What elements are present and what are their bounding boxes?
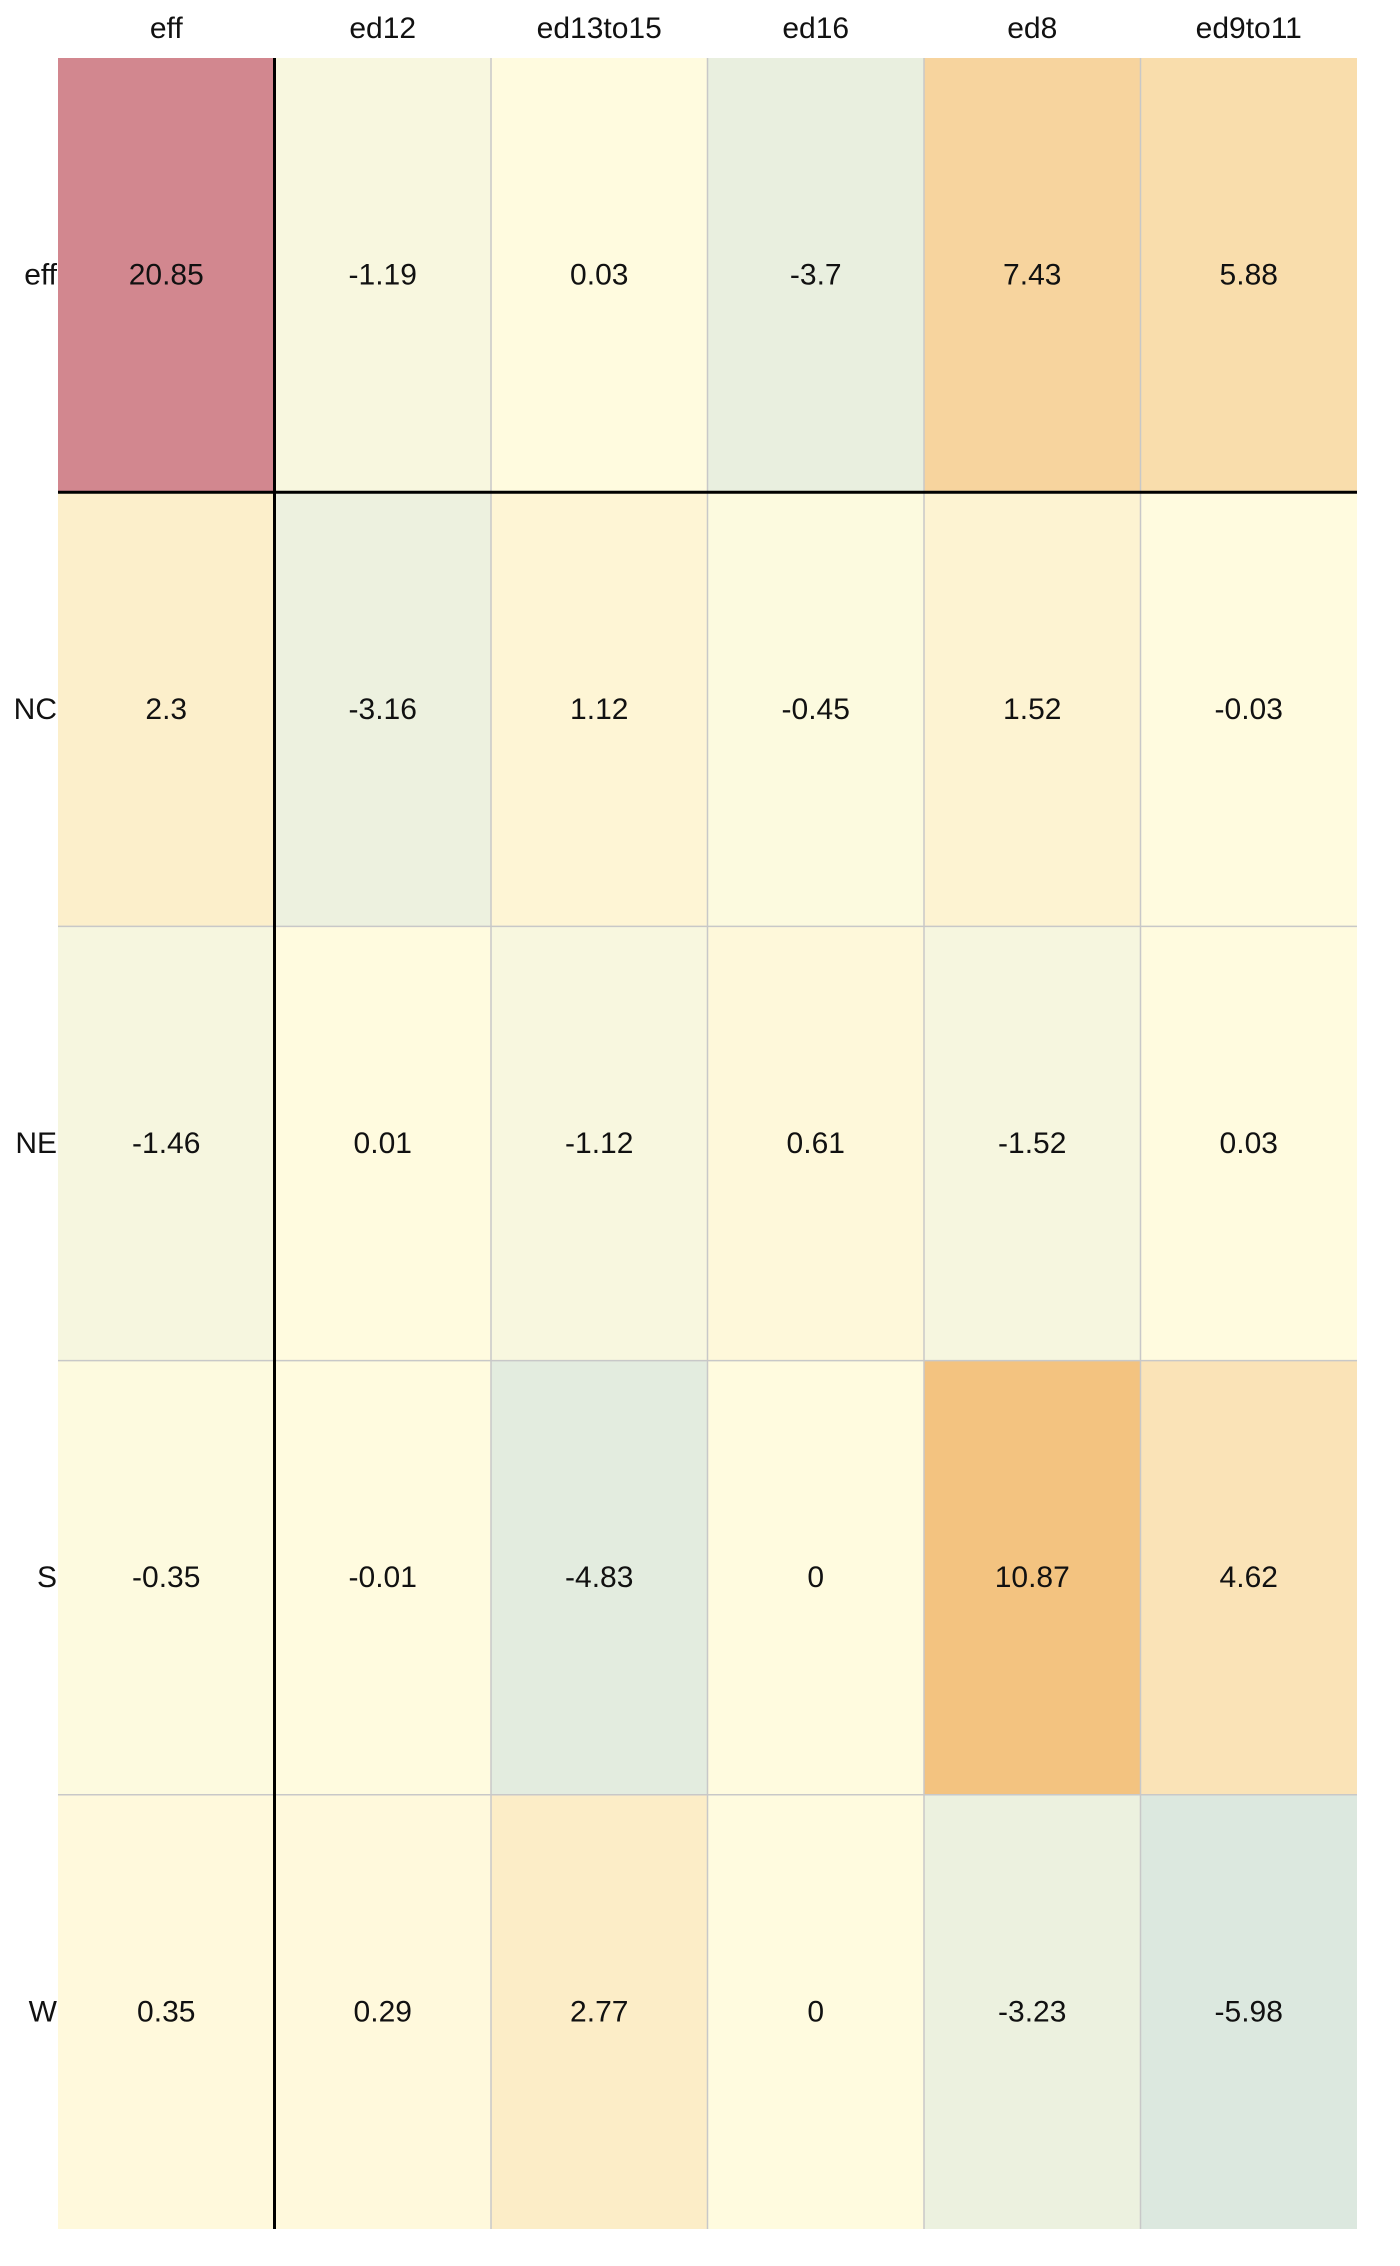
column-label-ed12: ed12 xyxy=(349,12,416,45)
heatmap-cell-s-ed16 xyxy=(707,1360,924,1795)
heatmap-cell-eff-ed8 xyxy=(924,58,1141,493)
heatmap-value-labels: 20.85 -1.19 0.03 -3.7 7.43 5.88 2.3 -3.16 1.12 -0… xyxy=(129,259,1283,2029)
heatmap-cell-nc-ed16 xyxy=(707,492,924,927)
cell-value-label: 1.52 xyxy=(1003,693,1061,726)
cell-value-label: -3.23 xyxy=(998,1995,1066,2028)
heatmap-cell-nc-ed12 xyxy=(274,492,491,927)
heatmap-cell-w-eff xyxy=(58,1794,275,2229)
heatmap-cell-w-ed13to15 xyxy=(491,1794,708,2229)
cell-value-label: -0.01 xyxy=(349,1561,417,1594)
column-labels: eff ed12 ed13to15 ed16 ed8 ed9to11 xyxy=(150,12,1302,45)
heatmap-cell-w-ed16 xyxy=(707,1794,924,2229)
heatmap-cell-eff-ed12 xyxy=(274,58,491,493)
row-label-s: S xyxy=(37,1561,57,1594)
cell-value-label: 10.87 xyxy=(995,1561,1070,1594)
heatmap-cell-nc-eff xyxy=(58,492,275,927)
column-label-ed13to15: ed13to15 xyxy=(537,12,662,45)
cell-value-label: 0.35 xyxy=(137,1995,195,2028)
heatmap-divider-lines xyxy=(58,58,1357,2229)
cell-value-label: 1.12 xyxy=(570,693,628,726)
heatmap-cell-s-ed12 xyxy=(274,1360,491,1795)
heatmap-cell-eff-ed13to15 xyxy=(491,58,708,493)
heatmap-cell-ne-ed16 xyxy=(707,926,924,1361)
heatmap-cell-ne-ed8 xyxy=(924,926,1141,1361)
heatmap-cell-s-ed13to15 xyxy=(491,1360,708,1795)
column-label-ed9to11: ed9to11 xyxy=(1196,12,1302,45)
heatmap-cell-w-ed12 xyxy=(274,1794,491,2229)
cell-value-label: 7.43 xyxy=(1003,259,1061,292)
heatmap-cell-eff-ed16 xyxy=(707,58,924,493)
row-label-eff: eff xyxy=(24,259,57,292)
column-label-ed16: ed16 xyxy=(782,12,849,45)
cell-value-label: -1.52 xyxy=(998,1127,1066,1160)
cell-value-label: -0.45 xyxy=(782,693,850,726)
heatmap-cell-s-ed8 xyxy=(924,1360,1141,1795)
cell-value-label: 20.85 xyxy=(129,259,204,292)
cell-value-label: 0.29 xyxy=(354,1995,412,2028)
heatmap-cell-s-ed9to11 xyxy=(1140,1360,1357,1795)
heatmap-cell-eff-ed9to11 xyxy=(1140,58,1357,493)
heatmap-cell-nc-ed13to15 xyxy=(491,492,708,927)
cell-value-label: 0 xyxy=(807,1995,824,2028)
cell-value-label: 0 xyxy=(807,1561,824,1594)
heatmap-cell-nc-ed9to11 xyxy=(1140,492,1357,927)
heatmap-cells xyxy=(58,58,1357,2229)
cell-value-label: 0.03 xyxy=(570,259,628,292)
cell-value-label: -3.7 xyxy=(790,259,842,292)
heatmap-cell-ne-ed12 xyxy=(274,926,491,1361)
cell-value-label: -3.16 xyxy=(349,693,417,726)
cell-value-label: -1.12 xyxy=(565,1127,633,1160)
cell-value-label: 4.62 xyxy=(1220,1561,1278,1594)
cell-value-label: 2.77 xyxy=(570,1995,628,2028)
row-label-nc: NC xyxy=(14,693,57,726)
heatmap-cell-s-eff xyxy=(58,1360,275,1795)
cell-value-label: 0.03 xyxy=(1220,1127,1278,1160)
column-label-eff: eff xyxy=(150,12,183,45)
heatmap-cell-nc-ed8 xyxy=(924,492,1141,927)
heatmap-cell-w-ed9to11 xyxy=(1140,1794,1357,2229)
row-labels: eff NC NE S W xyxy=(14,259,58,2029)
column-label-ed8: ed8 xyxy=(1007,12,1057,45)
cell-value-label: 0.61 xyxy=(787,1127,845,1160)
heatmap-cell-ne-ed9to11 xyxy=(1140,926,1357,1361)
heatmap-cell-ne-eff xyxy=(58,926,275,1361)
cell-value-label: 0.01 xyxy=(354,1127,412,1160)
cell-value-label: 2.3 xyxy=(145,693,187,726)
cell-value-label: -1.19 xyxy=(349,259,417,292)
cell-value-label: -1.46 xyxy=(132,1127,200,1160)
cell-value-label: -0.03 xyxy=(1215,693,1283,726)
cell-value-label: 5.88 xyxy=(1220,259,1278,292)
row-label-ne: NE xyxy=(15,1127,57,1160)
heatmap-cell-eff-eff xyxy=(58,58,275,493)
cell-value-label: -4.83 xyxy=(565,1561,633,1594)
cell-value-label: -0.35 xyxy=(132,1561,200,1594)
heatmap-cell-w-ed8 xyxy=(924,1794,1141,2229)
heatmap-cell-ne-ed13to15 xyxy=(491,926,708,1361)
row-label-w: W xyxy=(29,1995,58,2028)
cell-value-label: -5.98 xyxy=(1215,1995,1283,2028)
